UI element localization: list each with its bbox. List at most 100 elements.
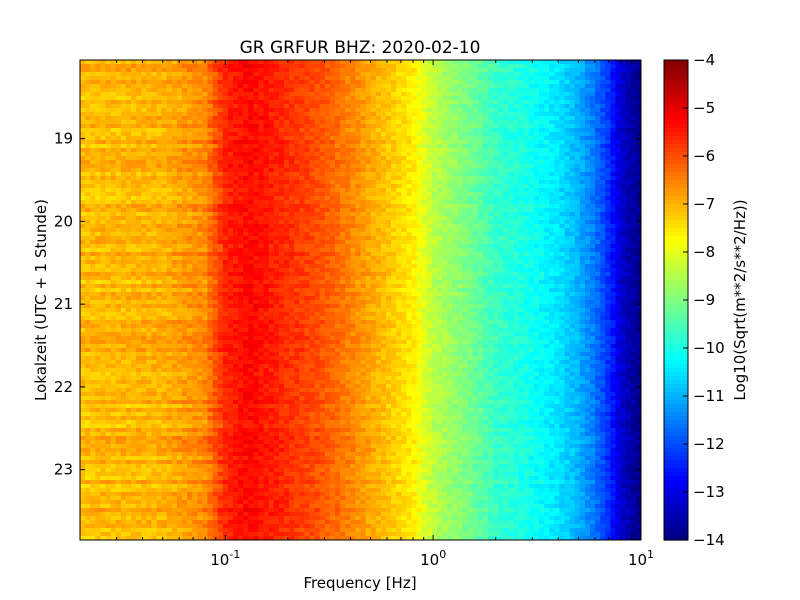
heatmap-cell bbox=[493, 192, 499, 197]
heatmap-cell bbox=[171, 92, 178, 97]
heatmap-cell bbox=[625, 84, 632, 89]
heatmap-cell bbox=[329, 92, 336, 97]
heatmap-cell bbox=[493, 100, 499, 105]
heatmap-cell bbox=[503, 128, 509, 133]
heatmap-cell bbox=[304, 112, 311, 117]
heatmap-cell bbox=[95, 156, 101, 161]
heatmap-cell bbox=[370, 156, 377, 161]
heatmap-cell bbox=[100, 176, 107, 181]
heatmap-cell bbox=[131, 220, 137, 225]
heatmap-cell bbox=[380, 224, 387, 229]
heatmap-cell bbox=[625, 100, 632, 105]
heatmap-cell bbox=[584, 80, 591, 85]
heatmap-cell bbox=[268, 108, 275, 113]
heatmap-cell bbox=[238, 216, 244, 221]
heatmap-cell bbox=[508, 172, 515, 177]
heatmap-cell bbox=[222, 132, 229, 137]
heatmap-cell bbox=[309, 200, 316, 205]
heatmap-cell bbox=[620, 172, 627, 177]
heatmap-cell bbox=[452, 72, 458, 77]
heatmap-cell bbox=[584, 192, 591, 197]
heatmap-cell bbox=[513, 168, 520, 173]
heatmap-cell bbox=[120, 180, 127, 185]
heatmap-cell bbox=[396, 60, 402, 65]
heatmap-cell bbox=[227, 200, 234, 205]
heatmap-cell bbox=[335, 148, 341, 153]
heatmap-cell bbox=[238, 148, 244, 153]
heatmap-cell bbox=[431, 220, 438, 225]
heatmap-cell bbox=[192, 120, 198, 125]
heatmap-cell bbox=[355, 208, 362, 213]
heatmap-cell bbox=[574, 172, 581, 177]
heatmap-cell bbox=[365, 92, 372, 97]
heatmap-cell bbox=[544, 84, 550, 89]
heatmap-cell bbox=[187, 196, 193, 201]
heatmap-cell bbox=[590, 168, 596, 173]
heatmap-cell bbox=[253, 176, 260, 181]
heatmap-cell bbox=[161, 176, 168, 181]
heatmap-cell bbox=[324, 204, 331, 209]
heatmap-cell bbox=[324, 128, 331, 133]
heatmap-cell bbox=[278, 188, 285, 193]
heatmap-cell bbox=[238, 116, 244, 121]
heatmap-cell bbox=[518, 72, 525, 77]
heatmap-cell bbox=[630, 232, 637, 237]
heatmap-cell bbox=[574, 144, 581, 149]
heatmap-cell bbox=[95, 236, 101, 241]
heatmap-cell bbox=[345, 72, 351, 77]
heatmap-cell bbox=[314, 100, 321, 105]
heatmap-cell bbox=[416, 176, 423, 181]
heatmap-cell bbox=[233, 188, 239, 193]
heatmap-cell bbox=[166, 72, 173, 77]
heatmap-cell bbox=[630, 108, 637, 113]
heatmap-cell bbox=[406, 128, 413, 133]
heatmap-cell bbox=[345, 184, 351, 189]
heatmap-cell bbox=[630, 120, 637, 125]
heatmap-cell bbox=[335, 92, 341, 97]
heatmap-cell bbox=[620, 124, 627, 129]
heatmap-cell bbox=[340, 236, 346, 241]
heatmap-cell bbox=[273, 124, 280, 129]
heatmap-cell bbox=[437, 168, 443, 173]
heatmap-cell bbox=[625, 168, 632, 173]
heatmap-cell bbox=[528, 124, 535, 129]
heatmap-cell bbox=[156, 64, 163, 69]
heatmap-cell bbox=[151, 116, 158, 121]
heatmap-cell bbox=[421, 192, 428, 197]
heatmap-cell bbox=[182, 144, 188, 149]
heatmap-cell bbox=[85, 216, 91, 221]
heatmap-cell bbox=[396, 168, 402, 173]
heatmap-cell bbox=[360, 156, 367, 161]
heatmap-cell bbox=[488, 60, 494, 65]
heatmap-cell bbox=[202, 128, 209, 133]
heatmap-cell bbox=[539, 112, 545, 117]
heatmap-cell bbox=[544, 152, 550, 157]
heatmap-cell bbox=[426, 84, 433, 89]
heatmap-cell bbox=[278, 104, 285, 109]
heatmap-cell bbox=[253, 124, 260, 129]
heatmap-cell bbox=[136, 96, 142, 101]
heatmap-cell bbox=[426, 68, 433, 73]
heatmap-cell bbox=[635, 236, 641, 241]
heatmap-cell bbox=[299, 164, 305, 169]
heatmap-cell bbox=[80, 156, 86, 161]
heatmap-cell bbox=[539, 228, 545, 233]
heatmap-cell bbox=[447, 116, 453, 121]
heatmap-cell bbox=[579, 88, 586, 93]
heatmap-cell bbox=[238, 200, 244, 205]
heatmap-cell bbox=[416, 108, 423, 113]
heatmap-cell bbox=[120, 196, 127, 201]
heatmap-cell bbox=[161, 148, 168, 153]
heatmap-cell bbox=[329, 88, 336, 93]
heatmap-cell bbox=[335, 220, 341, 225]
heatmap-cell bbox=[416, 224, 423, 229]
heatmap-cell bbox=[411, 132, 418, 137]
heatmap-cell bbox=[375, 196, 382, 201]
heatmap-cell bbox=[370, 92, 377, 97]
heatmap-cell bbox=[411, 84, 418, 89]
heatmap-cell bbox=[289, 228, 295, 233]
heatmap-cell bbox=[528, 232, 535, 237]
heatmap-cell bbox=[493, 112, 499, 117]
heatmap-cell bbox=[345, 192, 351, 197]
heatmap-cell bbox=[294, 172, 300, 177]
